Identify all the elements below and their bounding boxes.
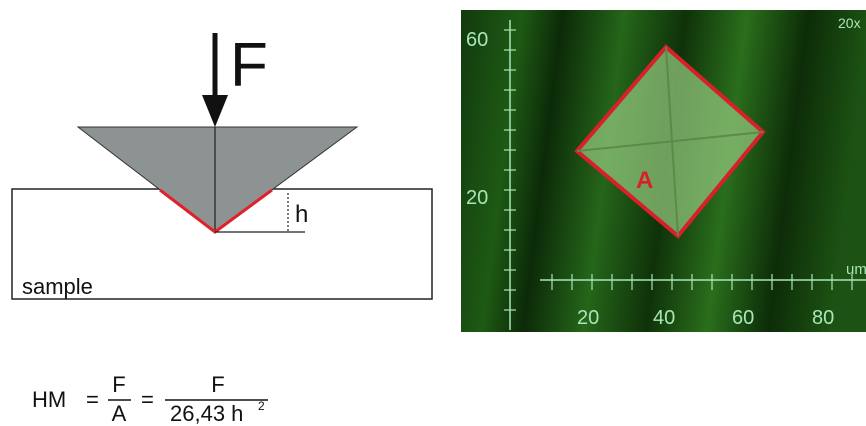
y-axis-label: 60: [466, 29, 488, 51]
x-axis-label: 80: [812, 307, 834, 329]
magnification-label: 20x: [838, 15, 861, 31]
x-axis-label: 40: [653, 307, 675, 329]
denominator: 26,43 h: [170, 401, 243, 426]
y-axis-label: 20: [466, 187, 488, 209]
depth-label: h: [295, 201, 308, 228]
sample-label: sample: [22, 274, 93, 299]
x-axis-label: 60: [732, 307, 754, 329]
formula-equals: =: [141, 387, 154, 412]
area-label: A: [636, 167, 653, 194]
force-label: F: [230, 31, 268, 100]
numerator: F: [211, 372, 224, 397]
formula-lhs: HM: [32, 387, 66, 412]
indenter-diagram: F h sample: [12, 31, 432, 299]
x-axis-label: 20: [577, 307, 599, 329]
numerator: F: [112, 372, 125, 397]
micrograph: A 60 20 20 40 60 80 20x um: [461, 10, 866, 332]
figure: F h sample A 60 20 20 40 60 80 20x um HM…: [0, 0, 866, 426]
denominator: A: [112, 401, 127, 426]
force-arrow-head: [202, 95, 228, 127]
page: F h sample A 60 20 20 40 60 80 20x um HM…: [0, 0, 866, 426]
formula-equals: =: [86, 387, 99, 412]
exponent: 2: [258, 399, 265, 413]
unit-label: um: [846, 261, 866, 278]
formula: HM = F A = F 26,43 h 2: [32, 372, 268, 426]
